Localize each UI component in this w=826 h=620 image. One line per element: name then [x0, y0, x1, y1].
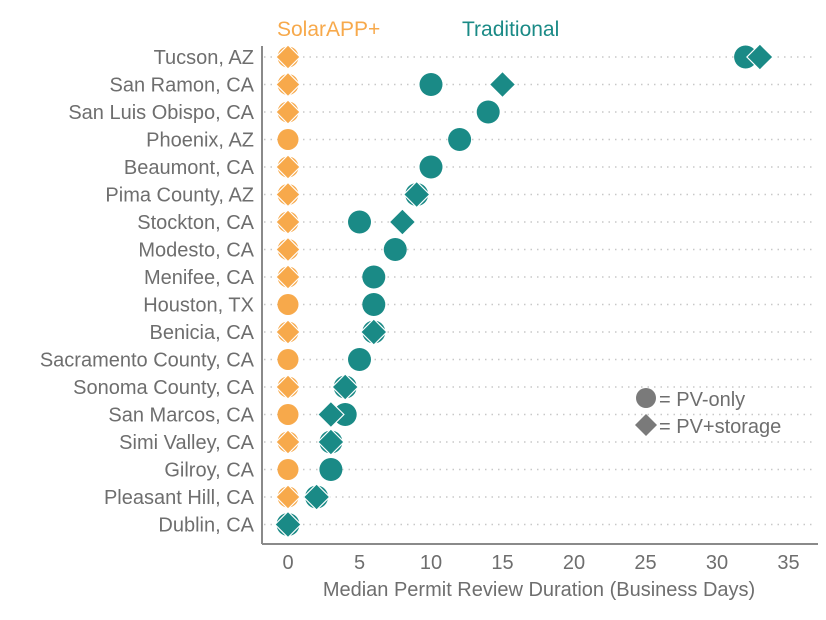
legend-pv-only-label: = PV-only	[659, 389, 745, 411]
legend-pv-storage-label: = PV+storage	[659, 416, 781, 438]
solarapp-pv-only-point	[277, 349, 299, 370]
traditional-pv-storage-point	[359, 318, 388, 346]
solarapp-pv-only-point	[277, 404, 299, 425]
traditional-pv-storage-point	[331, 373, 360, 401]
city-label: Modesto, CA	[138, 240, 254, 262]
traditional-pv-only-point	[448, 128, 472, 151]
traditional-pv-storage-point	[746, 43, 774, 71]
x-tick-label: 30	[706, 552, 728, 574]
legend-solarapp: SolarAPP+	[277, 18, 380, 41]
x-tick-labels: 0 5 10 15 20 25 30 35	[282, 552, 799, 574]
solarapp-pv-storage-point	[275, 71, 301, 98]
solarapp-pv-only-point	[277, 459, 299, 480]
traditional-pv-only-point	[419, 73, 443, 96]
traditional-pv-only-point	[333, 403, 357, 426]
x-tick-label: 25	[634, 552, 656, 574]
traditional-pv-storage-point	[402, 180, 431, 209]
traditional-pv-storage-point	[302, 483, 331, 511]
solarapp-pv-storage-point	[275, 429, 301, 455]
x-tick-label: 10	[420, 552, 442, 574]
solarapp-pv-storage-point	[275, 209, 301, 235]
x-tick-label: 20	[563, 552, 585, 574]
traditional-pv-storage-point	[317, 428, 345, 456]
city-label: Pima County, AZ	[105, 185, 254, 207]
x-tick-label: 35	[777, 552, 799, 574]
traditional-pv-storage-point	[317, 400, 345, 429]
x-tick-label: 0	[282, 552, 293, 574]
city-label: Beaumont, CA	[124, 157, 255, 179]
city-label: Dublin, CA	[158, 515, 254, 537]
city-label: Menifee, CA	[144, 267, 255, 289]
legend-traditional: Traditional	[462, 18, 559, 41]
traditional-pv-only-point	[362, 265, 386, 289]
solarapp-pv-storage-point	[275, 181, 301, 208]
legend-circle-icon	[636, 388, 656, 408]
x-tick-label: 5	[354, 552, 365, 574]
traditional-pv-only-point	[734, 45, 758, 69]
city-label: Benicia, CA	[150, 322, 255, 344]
solarapp-pv-only-point	[277, 294, 299, 315]
city-label: San Marcos, CA	[108, 405, 254, 427]
city-label: San Luis Obispo, CA	[68, 102, 254, 124]
data-points	[274, 43, 774, 539]
x-tick-label: 15	[491, 552, 513, 574]
legend-diamond-icon	[635, 414, 657, 436]
city-label: Simi Valley, CA	[119, 432, 255, 454]
city-label: Phoenix, AZ	[146, 130, 254, 152]
traditional-pv-storage-point	[388, 208, 417, 236]
solarapp-pv-storage-point	[275, 319, 301, 345]
city-label: Tucson, AZ	[154, 47, 254, 69]
city-label: Gilroy, CA	[164, 460, 254, 482]
city-label: Pleasant Hill, CA	[104, 487, 255, 509]
traditional-pv-only-point	[348, 210, 371, 234]
axis-layer: Median Permit Review Duration (Business …	[261, 46, 818, 601]
grid-layer	[264, 56, 816, 526]
traditional-pv-only-point	[419, 155, 443, 179]
traditional-pv-storage-point	[274, 510, 302, 539]
legend: SolarAPP+ Traditional = PV-only = PV+sto…	[277, 18, 781, 438]
city-label: Houston, TX	[143, 295, 254, 317]
city-labels: Tucson, AZ San Ramon, CA San Luis Obispo, …	[40, 47, 255, 537]
city-label: Sonoma County, CA	[73, 377, 254, 399]
traditional-pv-only-point	[348, 348, 371, 371]
solarapp-pv-storage-point	[275, 374, 301, 400]
solarapp-pv-storage-point	[275, 154, 301, 180]
solarapp-pv-storage-point	[275, 99, 301, 125]
solarapp-pv-storage-point	[275, 236, 301, 263]
solarapp-pv-only-point	[277, 129, 299, 150]
traditional-pv-only-point	[383, 238, 407, 261]
traditional-pv-only-point	[362, 293, 386, 316]
solarapp-pv-storage-point	[275, 484, 301, 510]
x-axis-title: Median Permit Review Duration (Business …	[323, 579, 755, 601]
solarapp-pv-storage-point	[275, 44, 301, 70]
city-label: Stockton, CA	[137, 212, 254, 234]
traditional-pv-only-point	[319, 458, 343, 481]
solarapp-pv-storage-point	[275, 264, 301, 290]
city-label: San Ramon, CA	[109, 75, 254, 97]
traditional-pv-only-point	[476, 100, 500, 124]
city-label: Sacramento County, CA	[40, 350, 255, 372]
traditional-pv-storage-point	[488, 70, 517, 99]
